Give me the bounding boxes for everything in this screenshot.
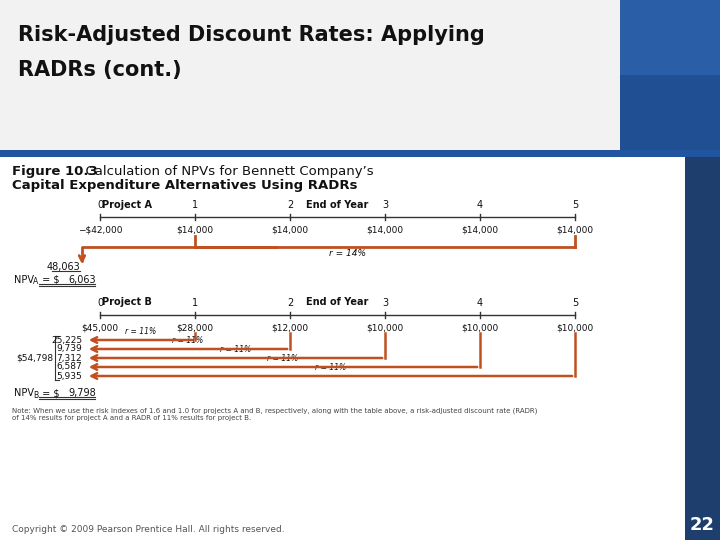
Text: r = 11%: r = 11%	[315, 363, 346, 372]
Text: Figure 10.3: Figure 10.3	[12, 165, 98, 178]
Text: Project B: Project B	[102, 297, 152, 307]
Text: RADRs (cont.): RADRs (cont.)	[18, 60, 181, 80]
Text: End of Year: End of Year	[306, 200, 369, 210]
Text: 9,798: 9,798	[68, 388, 96, 398]
Text: 9,739: 9,739	[56, 345, 82, 354]
Text: Calculation of NPVs for Bennett Company’s: Calculation of NPVs for Bennett Company’…	[77, 165, 374, 178]
Text: $14,000: $14,000	[366, 226, 404, 234]
Text: $10,000: $10,000	[557, 323, 593, 333]
Bar	[620, 0, 720, 155]
Text: r = 11%: r = 11%	[125, 327, 156, 336]
Text: 5: 5	[572, 298, 578, 308]
Text: of 14% results for project A and a RADR of 11% results for project B.: of 14% results for project A and a RADR …	[12, 415, 251, 421]
Text: 7,312: 7,312	[56, 354, 82, 362]
Text: 6,587: 6,587	[56, 362, 82, 372]
Text: 2: 2	[287, 298, 293, 308]
Text: 3: 3	[382, 200, 388, 210]
Text: Risk-Adjusted Discount Rates: Applying: Risk-Adjusted Discount Rates: Applying	[18, 25, 485, 45]
Text: $10,000: $10,000	[366, 323, 404, 333]
Text: 5,935: 5,935	[56, 372, 82, 381]
Text: 2: 2	[287, 200, 293, 210]
Text: $14,000: $14,000	[176, 226, 214, 234]
Text: 5: 5	[572, 200, 578, 210]
Text: $10,000: $10,000	[462, 323, 499, 333]
Text: −$42,000: −$42,000	[78, 226, 122, 234]
Text: $45,000: $45,000	[81, 323, 119, 333]
Text: 1: 1	[192, 298, 198, 308]
Text: 0: 0	[97, 200, 103, 210]
Text: 48,063: 48,063	[46, 262, 80, 272]
Bar	[0, 150, 720, 157]
Text: $54,798: $54,798	[16, 354, 53, 362]
Text: $28,000: $28,000	[176, 323, 214, 333]
Text: NPV: NPV	[14, 275, 34, 285]
Text: = $: = $	[39, 275, 63, 285]
Text: $14,000: $14,000	[557, 226, 593, 234]
Text: Project A: Project A	[102, 200, 152, 210]
Bar	[685, 155, 720, 540]
Text: 6,063: 6,063	[68, 275, 96, 285]
Bar	[620, 75, 720, 155]
Text: End of Year: End of Year	[306, 297, 369, 307]
Text: 0: 0	[97, 298, 103, 308]
Text: r = 11%: r = 11%	[172, 336, 204, 345]
Text: $14,000: $14,000	[462, 226, 498, 234]
Text: A: A	[33, 278, 38, 287]
Text: 22: 22	[690, 516, 714, 534]
Bar	[0, 0, 620, 155]
Text: NPV: NPV	[14, 388, 34, 398]
Text: $14,000: $14,000	[271, 226, 309, 234]
Text: = $: = $	[39, 388, 63, 398]
Text: B: B	[33, 390, 38, 400]
Text: 1: 1	[192, 200, 198, 210]
Text: Copyright © 2009 Pearson Prentice Hall. All rights reserved.: Copyright © 2009 Pearson Prentice Hall. …	[12, 525, 284, 535]
Text: 25,225: 25,225	[51, 335, 82, 345]
Text: r = 11%: r = 11%	[267, 354, 299, 363]
Text: r = 14%: r = 14%	[329, 249, 366, 259]
Text: 4: 4	[477, 200, 483, 210]
Text: Capital Expenditure Alternatives Using RADRs: Capital Expenditure Alternatives Using R…	[12, 179, 358, 192]
Text: $12,000: $12,000	[271, 323, 309, 333]
Text: 3: 3	[382, 298, 388, 308]
Text: r = 11%: r = 11%	[220, 345, 251, 354]
Text: 4: 4	[477, 298, 483, 308]
Text: Note: When we use the risk indexes of 1.6 and 1.0 for projects A and B, respecti: Note: When we use the risk indexes of 1.…	[12, 407, 537, 414]
